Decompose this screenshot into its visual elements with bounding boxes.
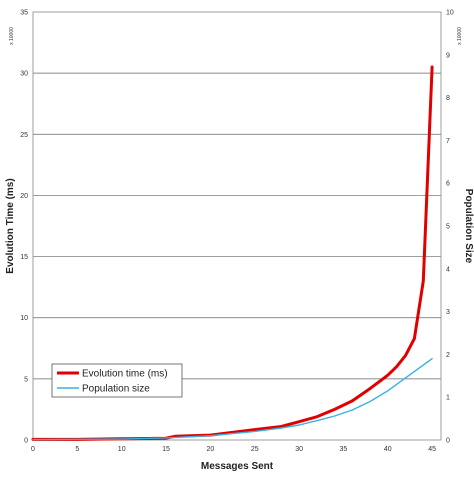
y2-tick-label: 5 (446, 224, 450, 231)
y-tick-label: 5 (24, 376, 28, 383)
x-tick-label: 15 (162, 446, 170, 453)
y-axis-multiplier: x 10000 (9, 27, 15, 45)
x-tick-label: 10 (118, 446, 126, 453)
y-tick-label: 30 (20, 71, 28, 78)
y-tick-label: 15 (20, 254, 28, 261)
y2-tick-label: 2 (446, 352, 450, 359)
axes (32, 11, 442, 441)
y2-tick-label: 9 (446, 52, 450, 59)
y-tick-label: 0 (24, 438, 28, 445)
x-tick-label: 35 (340, 446, 348, 453)
plot-frame (32, 11, 442, 441)
legend-label-population-size: Population size (82, 384, 150, 395)
y2-tick-label: 6 (446, 181, 450, 188)
y-tick-label: 25 (20, 132, 28, 139)
series-line-1 (32, 358, 433, 441)
y2-tick-label: 7 (446, 138, 450, 145)
y2-tick-label: 8 (446, 95, 450, 102)
x-tick-label: 0 (31, 446, 35, 453)
x-axis-title: Messages Sent (201, 461, 274, 472)
legend-label-evolution-time: Evolution time (ms) (82, 369, 168, 380)
y-axis-title: Evolution Time (ms) (5, 178, 16, 273)
x-tick-label: 40 (384, 446, 392, 453)
y2-tick-label: 3 (446, 309, 450, 316)
x-tick-label: 30 (295, 446, 303, 453)
legend-box (51, 363, 183, 398)
y2-tick-label: 10 (446, 10, 454, 17)
legend: Evolution time (ms) Population size (51, 363, 183, 398)
x-tick-label: 5 (75, 446, 79, 453)
y2-tick-label: 4 (446, 266, 450, 273)
y2-axis-title: Population Size (463, 189, 474, 264)
gridlines (33, 72, 441, 380)
x-tick-label: 45 (428, 446, 436, 453)
y2-tick-label: 1 (446, 395, 450, 402)
x-tick-label: 20 (206, 446, 214, 453)
series-lines (31, 65, 434, 441)
x-tick-label: 25 (251, 446, 259, 453)
y2-tick-label: 0 (446, 438, 450, 445)
y2-axis-multiplier: x 10000 (457, 27, 463, 45)
y-tick-label: 10 (20, 315, 28, 322)
y-tick-label: 20 (20, 193, 28, 200)
y-tick-label: 35 (20, 10, 28, 17)
